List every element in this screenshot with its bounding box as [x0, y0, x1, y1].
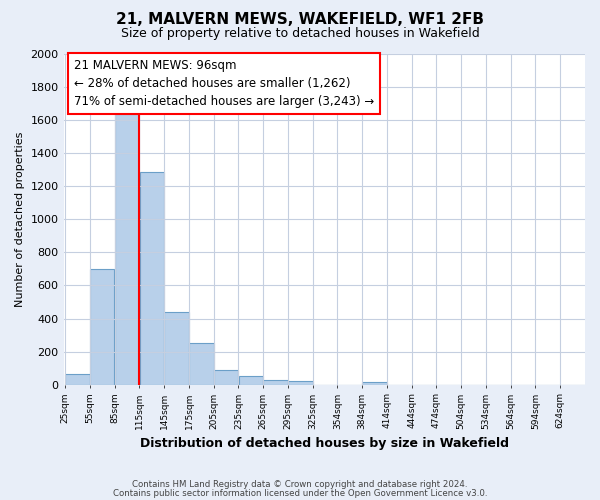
- Text: 21 MALVERN MEWS: 96sqm
← 28% of detached houses are smaller (1,262)
71% of semi-: 21 MALVERN MEWS: 96sqm ← 28% of detached…: [74, 59, 374, 108]
- Bar: [362, 382, 387, 384]
- Text: Contains HM Land Registry data © Crown copyright and database right 2024.: Contains HM Land Registry data © Crown c…: [132, 480, 468, 489]
- Bar: [65, 374, 90, 384]
- Bar: [115, 114, 139, 384]
- Bar: [189, 343, 214, 384]
- Bar: [90, 269, 115, 384]
- Bar: [288, 381, 313, 384]
- Bar: [239, 376, 263, 384]
- Text: Contains public sector information licensed under the Open Government Licence v3: Contains public sector information licen…: [113, 488, 487, 498]
- X-axis label: Distribution of detached houses by size in Wakefield: Distribution of detached houses by size …: [140, 437, 509, 450]
- Text: 21, MALVERN MEWS, WAKEFIELD, WF1 2FB: 21, MALVERN MEWS, WAKEFIELD, WF1 2FB: [116, 12, 484, 28]
- Bar: [164, 312, 189, 384]
- Bar: [263, 380, 288, 384]
- Bar: [214, 370, 238, 384]
- Bar: [140, 172, 164, 384]
- Text: Size of property relative to detached houses in Wakefield: Size of property relative to detached ho…: [121, 28, 479, 40]
- Y-axis label: Number of detached properties: Number of detached properties: [15, 132, 25, 307]
